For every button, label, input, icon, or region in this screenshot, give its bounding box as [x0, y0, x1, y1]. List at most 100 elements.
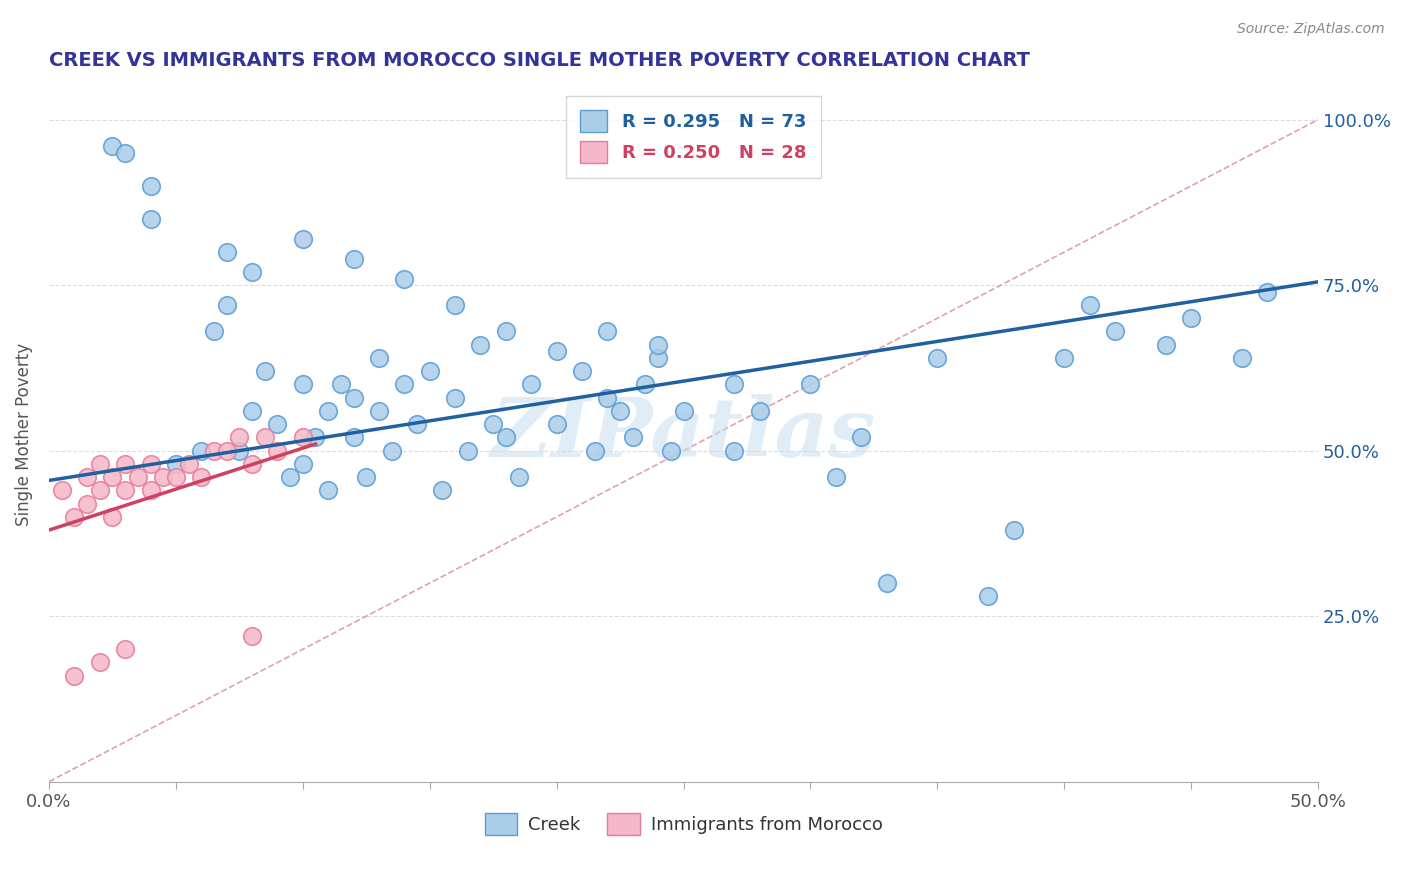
- Point: [520, 377, 543, 392]
- Point: [1104, 325, 1126, 339]
- Point: [406, 417, 429, 432]
- Point: [127, 470, 149, 484]
- Point: [723, 377, 745, 392]
- Point: [508, 470, 530, 484]
- Point: [546, 417, 568, 432]
- Point: [977, 589, 1000, 603]
- Point: [291, 430, 314, 444]
- Point: [609, 404, 631, 418]
- Point: [202, 443, 225, 458]
- Point: [634, 377, 657, 392]
- Point: [177, 457, 200, 471]
- Point: [329, 377, 352, 392]
- Point: [240, 404, 263, 418]
- Text: CREEK VS IMMIGRANTS FROM MOROCCO SINGLE MOTHER POVERTY CORRELATION CHART: CREEK VS IMMIGRANTS FROM MOROCCO SINGLE …: [49, 51, 1031, 70]
- Point: [583, 443, 606, 458]
- Point: [165, 457, 187, 471]
- Point: [291, 457, 314, 471]
- Point: [202, 325, 225, 339]
- Point: [114, 457, 136, 471]
- Point: [495, 325, 517, 339]
- Point: [356, 470, 378, 484]
- Point: [546, 344, 568, 359]
- Point: [63, 509, 86, 524]
- Point: [215, 245, 238, 260]
- Point: [316, 404, 339, 418]
- Point: [342, 391, 364, 405]
- Point: [266, 417, 288, 432]
- Point: [152, 470, 174, 484]
- Point: [394, 271, 416, 285]
- Point: [647, 351, 669, 365]
- Point: [1053, 351, 1076, 365]
- Point: [596, 325, 619, 339]
- Point: [190, 443, 212, 458]
- Point: [190, 470, 212, 484]
- Point: [342, 252, 364, 266]
- Text: Source: ZipAtlas.com: Source: ZipAtlas.com: [1237, 22, 1385, 37]
- Point: [1230, 351, 1253, 365]
- Point: [228, 443, 250, 458]
- Point: [266, 443, 288, 458]
- Point: [89, 483, 111, 498]
- Point: [444, 391, 467, 405]
- Point: [596, 391, 619, 405]
- Point: [63, 669, 86, 683]
- Point: [304, 430, 326, 444]
- Point: [444, 298, 467, 312]
- Point: [1078, 298, 1101, 312]
- Point: [368, 404, 391, 418]
- Point: [101, 470, 124, 484]
- Point: [876, 576, 898, 591]
- Point: [672, 404, 695, 418]
- Point: [647, 337, 669, 351]
- Point: [139, 483, 162, 498]
- Point: [394, 377, 416, 392]
- Point: [114, 642, 136, 657]
- Point: [76, 497, 98, 511]
- Point: [89, 656, 111, 670]
- Point: [101, 509, 124, 524]
- Point: [253, 430, 276, 444]
- Point: [240, 629, 263, 643]
- Y-axis label: Single Mother Poverty: Single Mother Poverty: [15, 343, 32, 525]
- Point: [101, 139, 124, 153]
- Point: [723, 443, 745, 458]
- Point: [278, 470, 301, 484]
- Point: [89, 457, 111, 471]
- Point: [621, 430, 644, 444]
- Point: [824, 470, 846, 484]
- Point: [253, 364, 276, 378]
- Point: [571, 364, 593, 378]
- Point: [927, 351, 949, 365]
- Point: [659, 443, 682, 458]
- Point: [851, 430, 873, 444]
- Point: [368, 351, 391, 365]
- Point: [799, 377, 821, 392]
- Point: [748, 404, 770, 418]
- Point: [419, 364, 441, 378]
- Point: [1256, 285, 1278, 299]
- Point: [165, 470, 187, 484]
- Point: [139, 178, 162, 193]
- Point: [342, 430, 364, 444]
- Point: [215, 298, 238, 312]
- Point: [291, 377, 314, 392]
- Point: [51, 483, 73, 498]
- Point: [316, 483, 339, 498]
- Point: [291, 232, 314, 246]
- Point: [1002, 523, 1025, 537]
- Point: [495, 430, 517, 444]
- Point: [76, 470, 98, 484]
- Point: [470, 337, 492, 351]
- Text: ZIPatlas: ZIPatlas: [491, 394, 876, 474]
- Point: [1180, 311, 1202, 326]
- Legend: Creek, Immigrants from Morocco: Creek, Immigrants from Morocco: [478, 805, 890, 842]
- Point: [240, 265, 263, 279]
- Point: [114, 483, 136, 498]
- Point: [228, 430, 250, 444]
- Point: [139, 457, 162, 471]
- Point: [432, 483, 454, 498]
- Point: [457, 443, 479, 458]
- Point: [240, 457, 263, 471]
